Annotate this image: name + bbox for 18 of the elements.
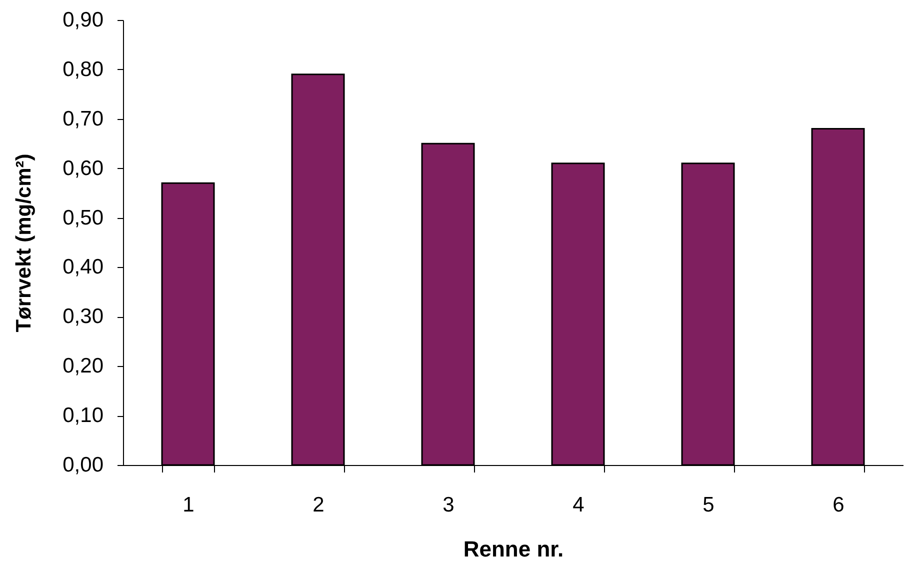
y-tick-label: 0,70 [62,107,104,130]
y-tick-label: 0,50 [62,206,104,230]
x-tick-label: 6 [832,494,844,516]
y-tick-label: 0,90 [62,8,104,32]
y-tick-label: 0,30 [62,305,104,328]
x-axis-title: Renne nr. [463,536,564,562]
x-tick-label: 2 [312,494,324,516]
x-tick-label: 1 [182,494,194,516]
y-tick-label: 0,60 [62,156,104,180]
y-tick-label: 0,40 [62,256,104,279]
x-tick-label: 4 [572,494,585,516]
y-tick-label: 0,10 [62,404,104,428]
y-tick-label: 0,00 [62,454,104,476]
x-tick-label: 5 [702,494,714,516]
x-tick-label: 3 [442,494,454,516]
y-tick-label: 0,20 [62,354,104,378]
y-tick-label: 0,80 [62,58,104,81]
y-axis-title: Tørrvekt (mg/cm²) [12,154,36,332]
